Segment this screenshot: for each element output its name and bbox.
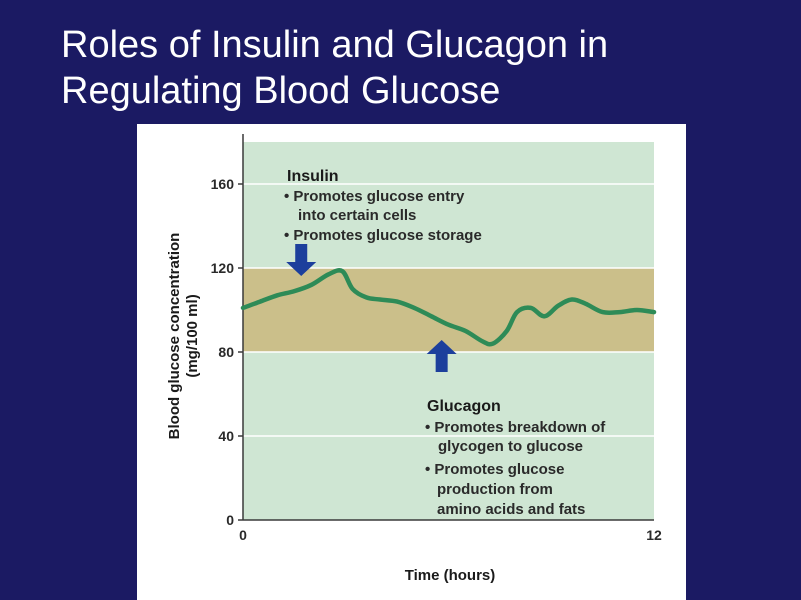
y-axis-label-line-1: Blood glucose concentration	[166, 233, 183, 440]
insulin-annotation-line: into certain cells	[298, 207, 416, 224]
slide-title-line-2: Regulating Blood Glucose	[61, 70, 501, 112]
x-tick-label: 12	[646, 527, 662, 543]
glucagon-annotation-line: • Promotes breakdown of	[425, 419, 606, 436]
x-tick-label: 0	[239, 527, 247, 543]
insulin-annotation-title: Insulin	[287, 168, 339, 185]
y-tick-label: 40	[218, 428, 234, 444]
y-tick-label: 160	[211, 176, 235, 192]
x-axis-label: Time (hours)	[405, 567, 496, 584]
glucose-chart-figure: 0 40 80 120 160 0 12 Time (hours) Blood glucos…	[137, 124, 686, 600]
y-tick-label: 120	[211, 260, 235, 276]
glucagon-annotation-line: production from	[437, 481, 553, 498]
slide-title: Roles of Insulin and Glucagon in Regulat…	[61, 22, 608, 114]
normal-range-band	[243, 268, 654, 352]
glucagon-annotation-line: glycogen to glucose	[438, 438, 583, 455]
glucose-chart: 0 40 80 120 160 0 12 Time (hours) Blood glucos…	[166, 134, 662, 584]
glucagon-arrow	[426, 340, 457, 372]
y-tick-label: 80	[218, 344, 234, 360]
y-axis-label-line-2: (mg/100 ml)	[184, 294, 201, 377]
glucagon-annotation-title: Glucagon	[427, 398, 501, 415]
glucose-series-line	[240, 268, 657, 347]
y-tick-label: 0	[226, 512, 234, 528]
glucagon-annotation-line: amino acids and fats	[437, 501, 585, 518]
insulin-annotation-line: • Promotes glucose entry	[284, 188, 465, 205]
insulin-arrow	[286, 244, 317, 276]
slide-title-line-1: Roles of Insulin and Glucagon in	[61, 24, 609, 66]
insulin-annotation-line: • Promotes glucose storage	[284, 227, 482, 244]
glucagon-annotation: Glucagon • Promotes breakdown of glycoge…	[425, 398, 606, 518]
insulin-annotation: Insulin • Promotes glucose entry into ce…	[284, 168, 482, 244]
glucagon-annotation-line: • Promotes glucose	[425, 461, 564, 478]
